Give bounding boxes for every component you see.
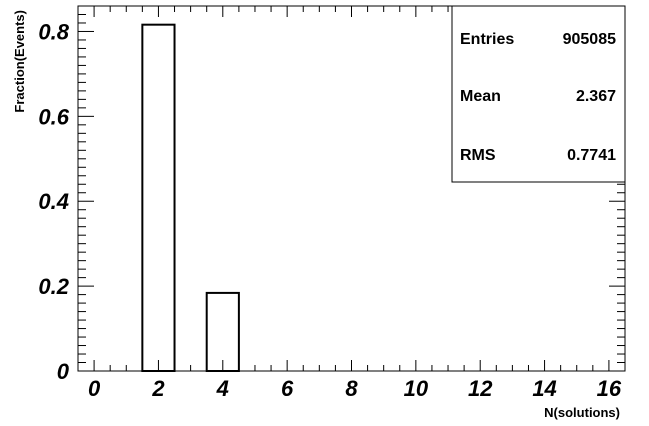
- stats-entries-value: 905085: [563, 31, 616, 48]
- stats-rms-label: RMS: [460, 147, 496, 164]
- y-tick-label: 0.6: [38, 104, 69, 129]
- y-axis-title: Fraction(Events): [12, 10, 27, 113]
- x-tick-label: 14: [532, 376, 556, 401]
- stats-box-border: [451, 5, 626, 183]
- x-tick-label: 6: [281, 376, 294, 401]
- stats-mean-label: Mean: [460, 88, 501, 105]
- y-tick-label: 0: [57, 359, 70, 384]
- histogram-bar-1: [205, 291, 240, 373]
- x-tick-label: 2: [151, 376, 165, 401]
- stats-entries-label: Entries: [460, 31, 514, 48]
- x-axis-title: N(solutions): [544, 405, 620, 420]
- y-tick-label: 0.2: [38, 274, 69, 299]
- x-tick-label: 8: [345, 376, 358, 401]
- stats-box: Entries 905085 Mean 2.367 RMS 0.7741: [451, 5, 626, 183]
- x-tick-label: 10: [404, 376, 429, 401]
- x-tick-label: 12: [468, 376, 493, 401]
- x-tick-label: 16: [597, 376, 622, 401]
- histogram-bar-0: [141, 23, 176, 373]
- stats-mean-value: 2.367: [576, 88, 616, 105]
- x-tick-label: 0: [88, 376, 101, 401]
- stats-rms-value: 0.7741: [567, 147, 616, 164]
- y-tick-label: 0.4: [38, 189, 69, 214]
- x-tick-label: 4: [216, 376, 229, 401]
- y-tick-label: 0.8: [38, 19, 69, 44]
